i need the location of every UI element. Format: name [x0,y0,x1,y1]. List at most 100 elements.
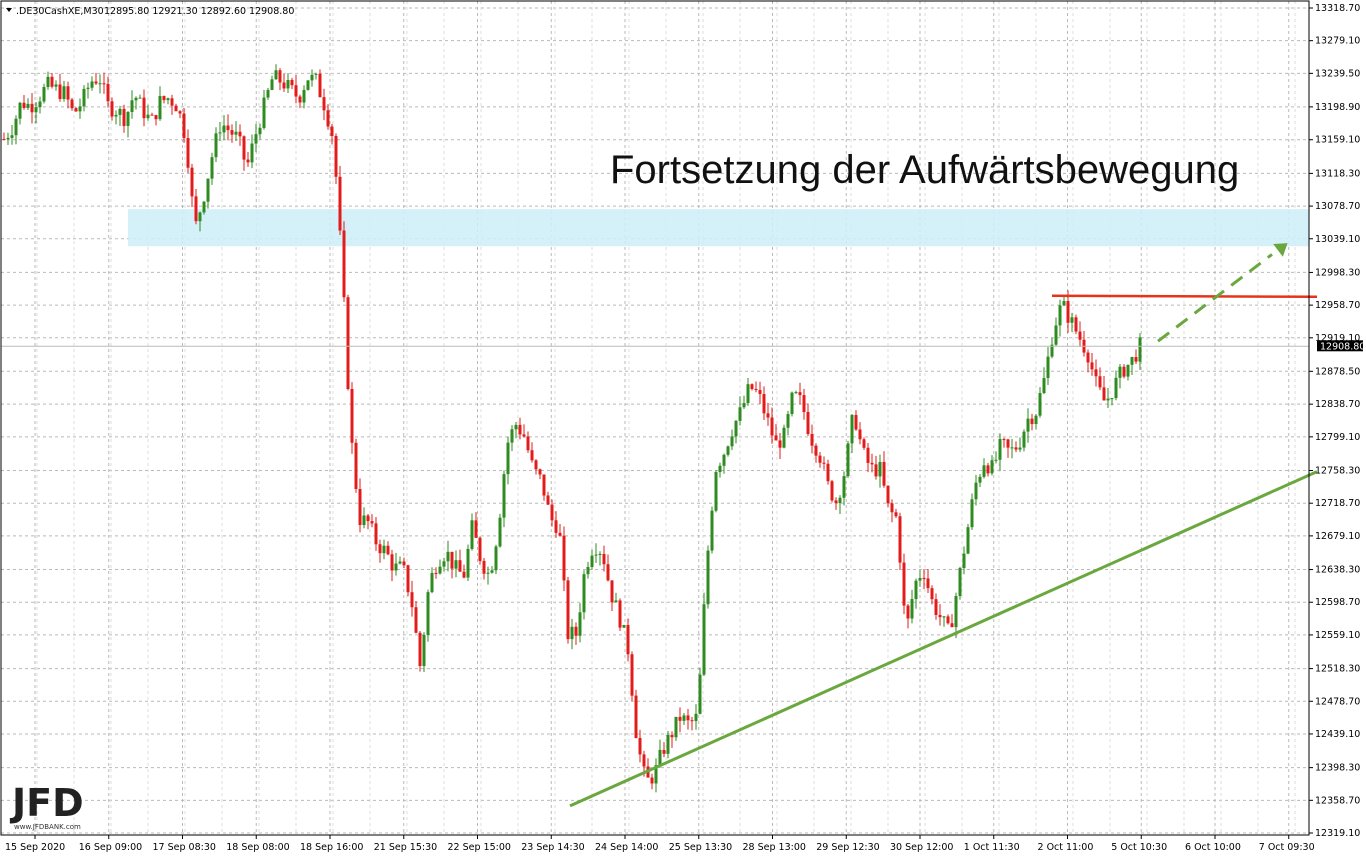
y-tick-label: 13318.70 [1315,3,1360,14]
projection-arrow [1157,243,1288,343]
candle-body [1086,352,1090,363]
chart-header[interactable]: .DE30CashXE,M30 12895.80 12921.30 12892.… [6,6,294,17]
candle-body [694,713,698,722]
candle-body [1050,344,1054,357]
candle-body [1030,418,1034,425]
x-tick-label: 15 Sep 2020 [5,842,65,853]
y-tick-label: 12998.30 [1315,267,1360,278]
candle-body [498,517,502,547]
candle-body [330,126,334,136]
candle-body [1098,376,1102,388]
y-tick-label: 12878.50 [1315,366,1360,377]
candle-body [918,578,922,581]
candle-body [622,625,626,628]
candle-body [566,580,570,640]
candle-body [434,572,438,574]
candle-body [398,561,402,564]
candle-body [750,384,754,390]
candle-body [798,392,802,396]
y-tick-label: 12478.70 [1315,696,1360,707]
candle-body [310,74,314,81]
candle-body [82,88,86,107]
y-tick-label: 13039.10 [1315,234,1360,245]
candle-body [1122,366,1126,377]
candle-body [522,434,526,437]
candle-body [558,532,562,536]
candle-body [70,99,74,109]
candle-body [194,196,198,222]
candle-body [706,550,710,605]
candle-body [122,108,126,126]
candle-body [126,112,130,126]
candle-body [846,443,850,477]
candle-body [422,634,426,667]
candle-body [794,392,798,394]
candle-body [630,654,634,696]
candle-body [926,578,930,589]
x-tick-label: 22 Sep 15:00 [448,842,511,853]
candle-body [110,101,114,117]
candle-body [842,476,846,498]
candle-body [782,427,786,448]
candle-body [402,561,406,566]
candle-body [850,414,854,444]
candle-body [102,83,106,85]
candle-body [686,715,690,721]
candle-body [830,481,834,501]
candle-body [286,79,290,89]
x-tick-label: 6 Oct 10:00 [1185,842,1241,853]
candle-body [438,566,442,574]
symbol-label: .DE30CashXE,M30 [16,6,104,17]
candle-body [318,73,322,98]
y-tick-label: 12559.10 [1315,630,1360,641]
candle-body [266,89,270,98]
candle-body [882,462,886,486]
candle-body [598,553,602,555]
candle-body [966,527,970,554]
candle-body [674,716,678,738]
candle-body [594,554,598,556]
candle-body [662,749,666,754]
candle-body [442,561,446,567]
candle-body [142,97,146,119]
candle-body [810,434,814,446]
candle-body [774,435,778,441]
logo-wordmark: JFD [9,781,84,825]
candle-body [718,465,722,473]
candle-body [166,98,170,101]
candle-body [914,580,918,600]
candle-body [546,495,550,505]
candle-body [574,626,578,636]
price-axis: 13318.70 13279.10 13239.50 13198.90 13159.10… [1309,3,1360,839]
dropdown-triangle-icon[interactable] [6,8,12,12]
candle-body [374,523,378,545]
y-tick-label: 12838.70 [1315,399,1360,410]
x-tick-label: 1 Oct 11:30 [964,842,1020,853]
candle-body [1054,325,1058,345]
candle-body [922,578,926,580]
candle-body [1118,366,1122,378]
candle-body [342,230,346,298]
candle-body [466,548,470,578]
candle-body [590,555,594,568]
candle-body [934,599,938,615]
candle-body [854,414,858,430]
candle-body [730,436,734,447]
candle-body [690,720,694,722]
candle-body [358,488,362,526]
candle-body [866,447,870,463]
candle-body [242,136,246,160]
candle-body [1046,356,1050,379]
candle-body [94,81,98,84]
candle-body [778,440,782,448]
chart-frame [0,0,1310,836]
candle-body [618,600,622,628]
candle-body [610,580,614,603]
candle-body [430,572,434,593]
candle-body [30,103,34,113]
candle-body [206,178,210,202]
y-tick-label: 13078.70 [1315,201,1360,212]
candle-body [306,80,310,90]
candle-body [86,87,90,89]
candle-body [150,114,154,116]
